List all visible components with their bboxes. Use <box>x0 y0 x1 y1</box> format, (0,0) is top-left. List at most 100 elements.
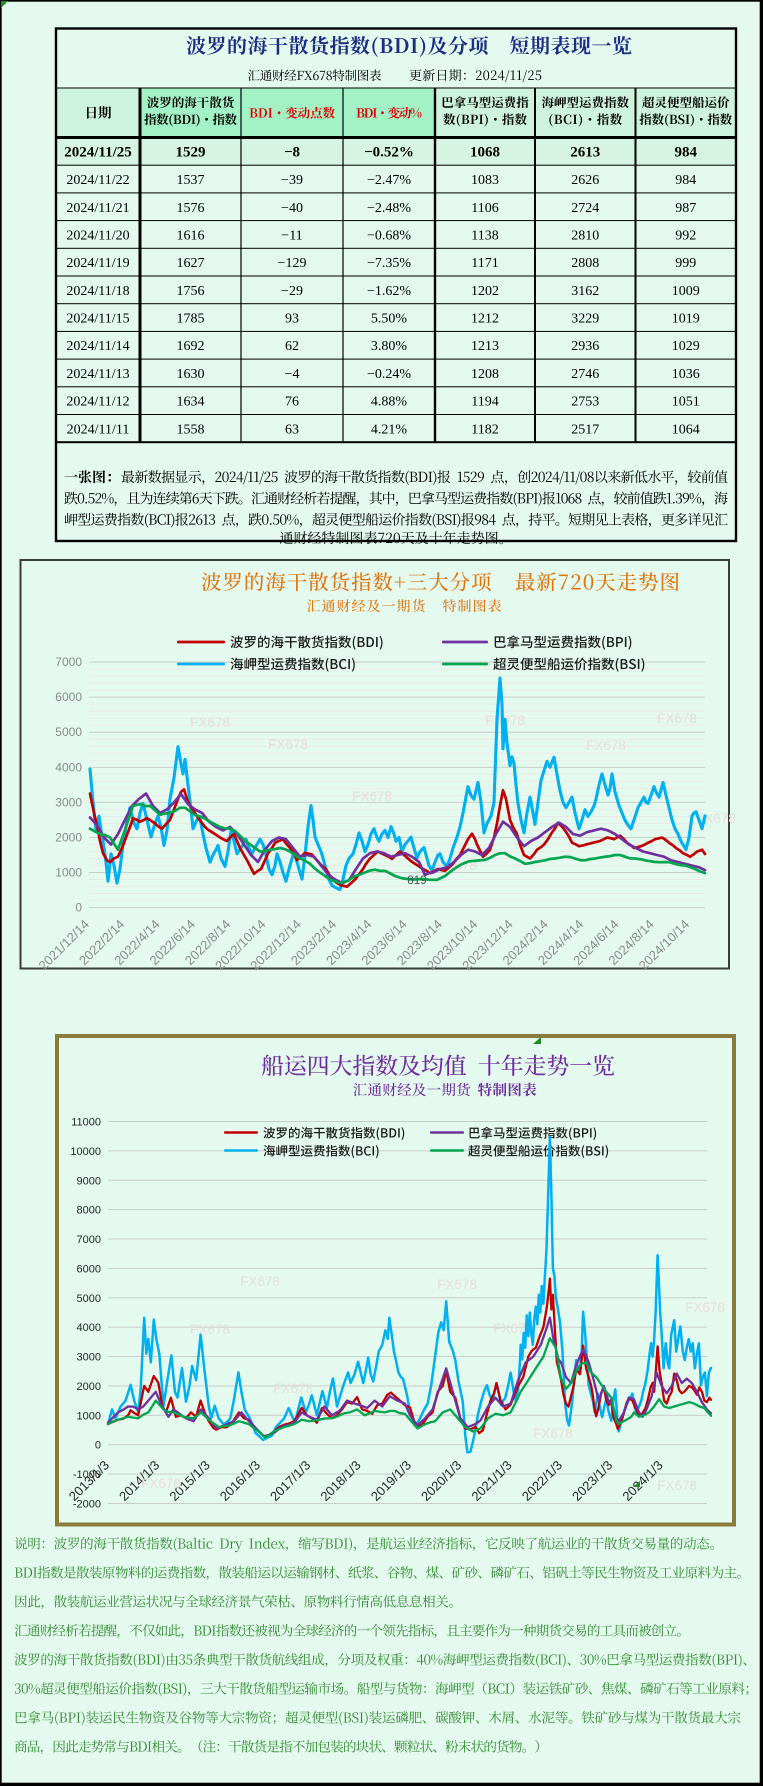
svg-text:−0.68%: −0.68% <box>367 228 411 243</box>
svg-text:1208: 1208 <box>471 367 499 382</box>
svg-text:0: 0 <box>95 1440 101 1452</box>
svg-text:1212: 1212 <box>471 312 499 327</box>
svg-text:2024/11/12: 2024/11/12 <box>66 395 129 410</box>
svg-text:4000: 4000 <box>55 760 82 774</box>
svg-text:76: 76 <box>285 395 299 410</box>
svg-text:FX678: FX678 <box>141 1476 181 1491</box>
svg-text:2024/11/15: 2024/11/15 <box>66 312 129 327</box>
svg-text:1692: 1692 <box>177 339 205 354</box>
svg-text:1756: 1756 <box>177 284 205 299</box>
svg-text:1537: 1537 <box>177 173 205 188</box>
svg-text:0: 0 <box>75 901 82 915</box>
svg-text:1182: 1182 <box>471 422 498 437</box>
svg-text:1138: 1138 <box>471 228 498 243</box>
svg-text:987: 987 <box>675 201 696 216</box>
svg-text:−29: −29 <box>281 284 303 299</box>
svg-text:11000: 11000 <box>71 1117 101 1129</box>
svg-text:62: 62 <box>285 339 299 354</box>
svg-text:9000: 9000 <box>77 1175 101 1187</box>
svg-text:FX678: FX678 <box>586 738 626 753</box>
svg-text:999: 999 <box>675 256 696 271</box>
svg-text:FX678: FX678 <box>190 1322 230 1337</box>
svg-text:2936: 2936 <box>571 339 599 354</box>
svg-text:−2.47%: −2.47% <box>367 173 411 188</box>
svg-text:1009: 1009 <box>672 284 700 299</box>
svg-text:1000: 1000 <box>55 866 82 880</box>
svg-text:1529: 1529 <box>176 144 206 160</box>
svg-text:−0.24%: −0.24% <box>367 367 411 382</box>
svg-text:−2.48%: −2.48% <box>367 201 411 216</box>
svg-text:2808: 2808 <box>571 256 599 271</box>
svg-text:−8: −8 <box>284 144 300 160</box>
svg-text:−40: −40 <box>281 201 303 216</box>
svg-text:5.50%: 5.50% <box>371 312 408 327</box>
svg-text:1558: 1558 <box>177 422 205 437</box>
svg-text:2626: 2626 <box>571 173 599 188</box>
svg-text:2517: 2517 <box>571 422 599 437</box>
svg-text:FX678: FX678 <box>696 811 736 826</box>
svg-text:FX678: FX678 <box>240 1274 280 1289</box>
svg-text:2024/11/11: 2024/11/11 <box>67 422 130 437</box>
svg-text:4.21%: 4.21% <box>371 422 408 437</box>
svg-text:4000: 4000 <box>77 1322 101 1334</box>
svg-text:10000: 10000 <box>70 1146 101 1158</box>
svg-text:FX678: FX678 <box>685 1300 725 1315</box>
svg-text:1785: 1785 <box>177 312 205 327</box>
svg-text:1627: 1627 <box>177 256 205 271</box>
svg-text:2024/11/19: 2024/11/19 <box>66 256 129 271</box>
svg-text:4.88%: 4.88% <box>371 395 408 410</box>
svg-text:1036: 1036 <box>672 367 700 382</box>
svg-text:2724: 2724 <box>571 201 599 216</box>
svg-text:FX678: FX678 <box>533 1426 573 1441</box>
svg-text:2024/11/25: 2024/11/25 <box>64 144 132 160</box>
svg-text:992: 992 <box>675 228 696 243</box>
svg-text:3229: 3229 <box>571 312 599 327</box>
svg-text:984: 984 <box>675 173 696 188</box>
svg-text:5000: 5000 <box>77 1293 101 1305</box>
svg-text:3000: 3000 <box>55 795 82 809</box>
svg-text:2024/11/22: 2024/11/22 <box>66 173 129 188</box>
svg-text:−4: −4 <box>285 367 300 382</box>
svg-text:−39: −39 <box>281 173 303 188</box>
svg-text:1576: 1576 <box>177 201 205 216</box>
svg-text:6000: 6000 <box>77 1263 101 1275</box>
svg-text:-2000: -2000 <box>73 1499 101 1511</box>
svg-text:1068: 1068 <box>470 144 500 160</box>
svg-text:1064: 1064 <box>672 422 700 437</box>
svg-text:3.80%: 3.80% <box>371 339 408 354</box>
svg-text:8000: 8000 <box>77 1205 101 1217</box>
svg-text:1202: 1202 <box>471 284 499 299</box>
svg-text:FX678: FX678 <box>273 1381 313 1396</box>
svg-text:FX678: FX678 <box>657 1478 697 1493</box>
svg-text:1634: 1634 <box>177 395 205 410</box>
svg-text:−0.52%: −0.52% <box>364 144 414 160</box>
svg-text:1194: 1194 <box>471 395 498 410</box>
svg-text:FX678: FX678 <box>437 1277 477 1292</box>
svg-text:−11: −11 <box>281 228 302 243</box>
svg-text:1000: 1000 <box>77 1410 101 1422</box>
svg-text:3162: 3162 <box>571 284 599 299</box>
svg-text:FX678: FX678 <box>352 789 392 804</box>
svg-text:−129: −129 <box>278 256 307 271</box>
svg-text:63: 63 <box>285 422 299 437</box>
svg-text:FX678: FX678 <box>190 715 230 730</box>
svg-text:1051: 1051 <box>672 395 700 410</box>
svg-text:1616: 1616 <box>177 228 205 243</box>
svg-text:−7.35%: −7.35% <box>367 256 411 271</box>
svg-text:7000: 7000 <box>77 1234 101 1246</box>
svg-text:2024/11/14: 2024/11/14 <box>66 339 129 354</box>
svg-text:819: 819 <box>407 875 426 887</box>
svg-text:-1000: -1000 <box>73 1469 101 1481</box>
svg-text:2024/11/18: 2024/11/18 <box>66 284 129 299</box>
svg-text:1213: 1213 <box>471 339 499 354</box>
svg-text:2810: 2810 <box>571 228 599 243</box>
svg-text:3000: 3000 <box>77 1352 101 1364</box>
svg-text:7000: 7000 <box>55 655 82 669</box>
svg-text:2000: 2000 <box>55 831 82 845</box>
svg-text:2753: 2753 <box>571 395 599 410</box>
svg-text:2613: 2613 <box>570 144 600 160</box>
svg-text:FX678: FX678 <box>657 711 697 726</box>
svg-text:2024/11/13: 2024/11/13 <box>66 367 129 382</box>
svg-text:2000: 2000 <box>77 1381 101 1393</box>
svg-text:93: 93 <box>285 312 299 327</box>
